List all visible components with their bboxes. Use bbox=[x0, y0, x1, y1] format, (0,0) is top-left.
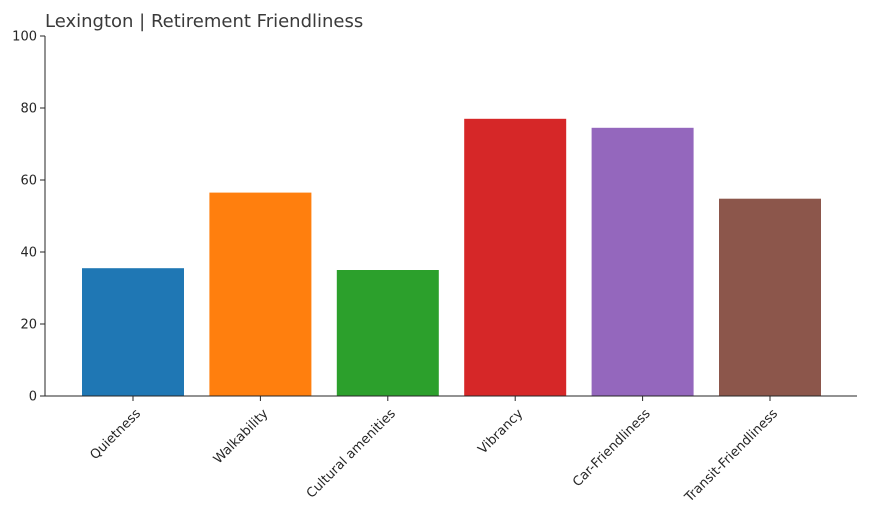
x-tick-label-walkability: Walkability bbox=[211, 406, 272, 467]
y-tick-label: 100 bbox=[12, 30, 37, 45]
x-tick-label-transit-friendliness: Transit-Friendliness bbox=[682, 406, 782, 506]
x-tick-label-quietness: Quietness bbox=[88, 406, 145, 463]
x-axis-ticks: Quietness Walkability Cultural amenities Vi… bbox=[88, 396, 782, 506]
y-tick-label: 60 bbox=[20, 174, 37, 189]
y-tick-label: 20 bbox=[20, 318, 37, 333]
y-tick-label: 40 bbox=[20, 246, 37, 261]
chart-title: Lexington | Retirement Friendliness bbox=[45, 11, 363, 32]
bar-cultural-amenities bbox=[336, 270, 439, 396]
bar-walkability bbox=[209, 192, 312, 396]
plot-area: 0 20 40 60 80 100 Quietness Walkability Cultura… bbox=[12, 30, 857, 506]
y-tick-label: 80 bbox=[20, 102, 37, 117]
x-tick-label-cultural-amenities: Cultural amenities bbox=[304, 406, 399, 501]
bars-group bbox=[82, 118, 821, 397]
x-tick-label-car-friendliness: Car-Friendliness bbox=[570, 406, 654, 490]
bar-vibrancy bbox=[464, 118, 567, 397]
bar-quietness bbox=[82, 268, 184, 396]
x-tick-label-vibrancy: Vibrancy bbox=[475, 406, 526, 457]
y-axis-ticks: 0 20 40 60 80 100 bbox=[12, 30, 45, 405]
y-tick-label: 0 bbox=[29, 390, 37, 405]
bar-transit-friendliness bbox=[719, 198, 821, 396]
bar-car-friendliness bbox=[591, 127, 694, 397]
